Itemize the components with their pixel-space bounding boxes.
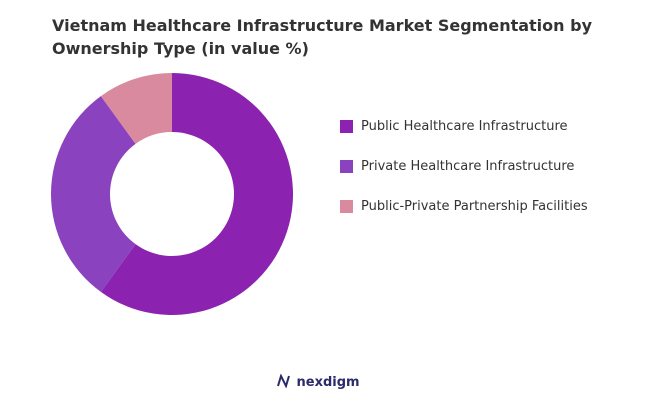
donut-slice: [50, 96, 136, 292]
chart-title: Vietnam Healthcare Infrastructure Market…: [52, 16, 592, 58]
legend-item: Public Healthcare Infrastructure: [340, 118, 610, 136]
legend-item: Private Healthcare Infrastructure: [340, 158, 610, 176]
legend-swatch: [340, 200, 353, 213]
legend-label: Private Healthcare Infrastructure: [361, 159, 575, 174]
donut-slice: [100, 73, 293, 316]
logo-icon: [277, 373, 290, 389]
legend-item: Public-Private Partnership Facilities: [340, 198, 610, 216]
legend-swatch: [340, 160, 353, 173]
brand-logo: nexdigm: [276, 373, 360, 390]
legend-swatch: [340, 120, 353, 133]
brand-name: nexdigm: [296, 375, 360, 390]
legend-label: Public-Private Partnership Facilities: [361, 199, 588, 214]
legend-label: Public Healthcare Infrastructure: [361, 119, 568, 134]
donut-slice: [100, 73, 172, 144]
legend: Public Healthcare Infrastructure Private …: [340, 118, 610, 238]
